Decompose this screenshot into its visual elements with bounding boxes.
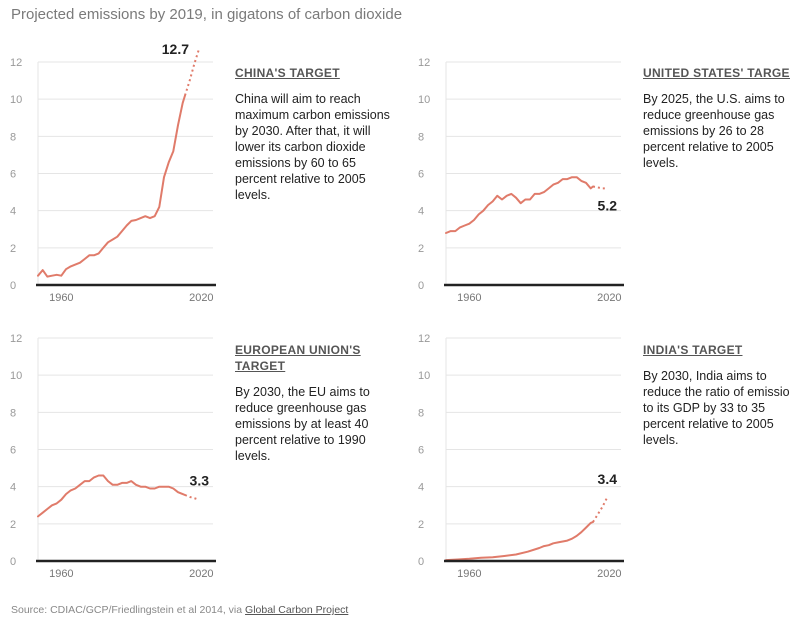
y-tick-label: 4 [10,206,16,218]
y-tick-label: 12 [10,57,22,69]
y-tick-label: 8 [418,131,424,143]
end-value-label: 3.4 [598,471,618,487]
panel-china: 0 2 4 6 8 10 12 1960 2020 12.7 CHINA'S TARGET Chi… [8,41,398,325]
panel-united-states: 0 2 4 6 8 10 12 1960 2020 5.2 UNITED STATES' TARG… [416,50,790,325]
projection-line [184,48,200,96]
y-tick-label: 6 [10,445,16,457]
source-link[interactable]: Global Carbon Project [245,604,349,616]
y-tick-label: 0 [10,280,16,292]
y-tick-label: 4 [418,206,424,218]
emissions-line [445,176,594,234]
panel-description-china: China will aim to reach maximum carbon e… [235,92,390,202]
x-tick-label: 2020 [189,292,213,304]
y-tick-label: 4 [10,482,16,494]
panel-heading-china[interactable]: CHINA'S TARGET [235,66,340,80]
y-tick-label: 10 [418,370,430,382]
x-tick-label: 2020 [189,568,213,580]
y-tick-label: 12 [418,333,430,345]
chart-india: 0 2 4 6 8 10 12 1960 2020 3.4 [418,333,624,580]
panel-description-india: By 2030, India aims to reduce the ratio … [643,369,790,447]
y-tick-label: 2 [418,243,424,255]
panel-european-union: 0 2 4 6 8 10 12 1960 2020 3.3 EUROPEAN UNION'S TA… [8,326,398,601]
projection-line [184,494,200,501]
chart-united-states: 0 2 4 6 8 10 12 1960 2020 5.2 [418,57,624,304]
panel-description-european-union: By 2030, the EU aims to reduce greenhous… [235,385,370,463]
source-prefix: Source: CDIAC/GCP/Friedlingstein et al 2… [11,604,246,616]
y-tick-label: 6 [418,169,424,181]
emissions-line [445,521,594,562]
y-tick-label: 2 [418,519,424,531]
panel-description-united-states: By 2025, the U.S. aims to reduce greenho… [643,92,785,170]
end-value-label: 12.7 [162,41,189,57]
projection-line [592,185,607,190]
panel-text-european-union: EUROPEAN UNION'S TARGET By 2030, the EU … [235,342,395,464]
page-title: Projected emissions by 2019, in gigatons… [11,6,403,23]
y-tick-label: 0 [10,556,16,568]
chart-china: 0 2 4 6 8 10 12 1960 2020 12.7 [10,41,216,304]
y-tick-label: 8 [10,131,16,143]
x-tick-label: 2020 [597,292,621,304]
y-tick-label: 8 [10,407,16,419]
y-tick-label: 10 [418,94,430,106]
x-tick-label: 1960 [457,292,481,304]
y-tick-label: 0 [418,280,424,292]
panel-heading-india[interactable]: INDIA'S TARGET [643,343,743,357]
source-note: Source: CDIAC/GCP/Friedlingstein et al 2… [11,604,348,616]
panel-text-united-states: UNITED STATES' TARGET By 2025, the U.S. … [643,65,790,171]
emissions-line [37,474,186,518]
y-tick-label: 10 [10,94,22,106]
chart-european-union: 0 2 4 6 8 10 12 1960 2020 3.3 [10,333,216,580]
x-tick-label: 2020 [597,568,621,580]
projection-line [592,497,608,523]
y-tick-label: 2 [10,243,16,255]
y-tick-label: 0 [418,556,424,568]
panel-text-china: CHINA'S TARGET China will aim to reach m… [235,65,395,203]
x-tick-label: 1960 [457,568,481,580]
y-tick-label: 2 [10,519,16,531]
y-tick-label: 4 [418,482,424,494]
y-tick-label: 6 [10,169,16,181]
emissions-line [37,94,186,278]
panel-heading-european-union[interactable]: EUROPEAN UNION'S TARGET [235,343,361,373]
end-value-label: 3.3 [190,473,210,489]
x-tick-label: 1960 [49,568,73,580]
y-tick-label: 12 [10,333,22,345]
y-tick-label: 6 [418,445,424,457]
panel-india: 0 2 4 6 8 10 12 1960 2020 3.4 INDIA'S TARGET By 2… [416,326,790,601]
panel-heading-united-states[interactable]: UNITED STATES' TARGET [643,66,790,80]
end-value-label: 5.2 [598,197,618,213]
y-tick-label: 10 [10,370,22,382]
x-tick-label: 1960 [49,292,73,304]
panel-text-india: INDIA'S TARGET By 2030, India aims to re… [643,342,790,448]
y-tick-label: 12 [418,57,430,69]
y-tick-label: 8 [418,407,424,419]
